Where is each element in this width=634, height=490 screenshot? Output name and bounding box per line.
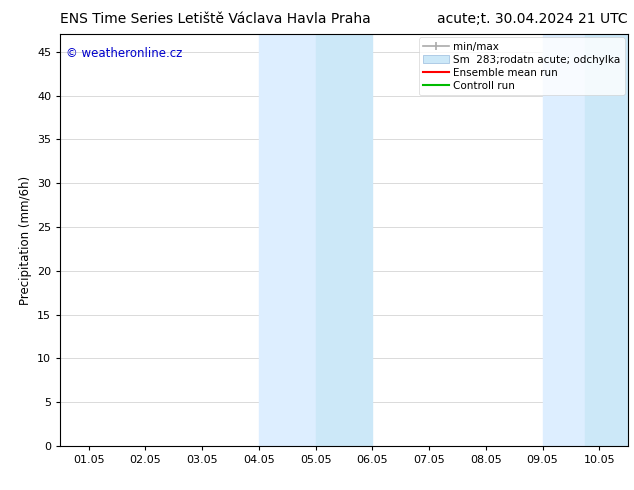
Y-axis label: Precipitation (mm/6h): Precipitation (mm/6h): [18, 175, 32, 305]
Text: ENS Time Series Letiště Václava Havla Praha: ENS Time Series Letiště Václava Havla Pr…: [60, 12, 371, 26]
Text: acute;t. 30.04.2024 21 UTC: acute;t. 30.04.2024 21 UTC: [437, 12, 628, 26]
Bar: [316, 34, 372, 446]
Legend: min/max, Sm  283;rodatn acute; odchylka, Ensemble mean run, Controll run: min/max, Sm 283;rodatn acute; odchylka, …: [418, 37, 624, 95]
Bar: [259, 34, 316, 446]
Text: © weatheronline.cz: © weatheronline.cz: [66, 47, 183, 60]
Bar: [543, 34, 585, 446]
Bar: [585, 34, 628, 446]
